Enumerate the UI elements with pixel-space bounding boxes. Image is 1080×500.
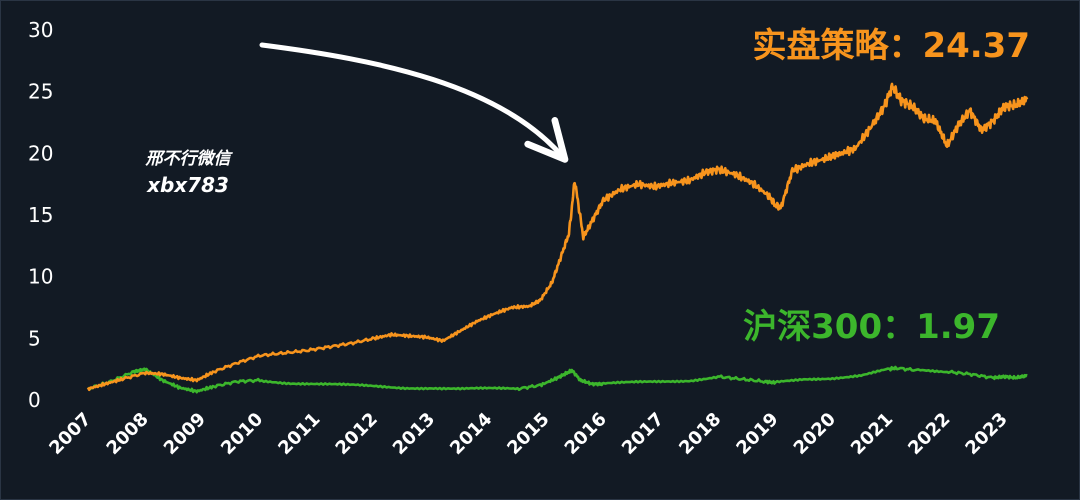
x-tick-label: 2022 (904, 409, 954, 459)
x-tick-label: 2019 (732, 409, 782, 459)
x-tick-label: 2017 (618, 409, 668, 459)
y-tick-label: 5 (28, 326, 41, 350)
x-tick-label: 2021 (847, 409, 897, 459)
x-tick-label: 2020 (790, 409, 840, 459)
y-tick-label: 15 (28, 203, 53, 227)
y-tick-label: 0 (28, 388, 41, 412)
plot-area (86, 82, 1029, 394)
x-tick-label: 2008 (103, 409, 153, 459)
x-tick-label: 2015 (503, 409, 553, 459)
annotation-arrow (259, 42, 569, 163)
benchmark-final-label: 沪深300：1.97 (743, 307, 1000, 347)
x-tick-label: 2016 (561, 409, 611, 459)
y-tick-label: 10 (28, 265, 53, 289)
strategy-final-label: 实盘策略：24.37 (752, 26, 1030, 66)
watermark-line1: 邢不行微信 (145, 149, 234, 169)
x-tick-label: 2007 (45, 409, 95, 459)
x-tick-label: 2013 (389, 409, 439, 459)
x-tick-label: 2012 (332, 409, 382, 459)
x-tick-label: 2018 (675, 409, 725, 459)
y-tick-label: 25 (28, 80, 53, 104)
y-tick-label: 30 (28, 18, 53, 42)
strategy-line (86, 82, 1029, 392)
y-axis: 0 5 10 15 20 25 30 (28, 18, 53, 412)
watermark-line2: xbx783 (146, 173, 229, 197)
x-tick-label: 2014 (446, 409, 496, 459)
x-tick-label: 2011 (274, 409, 324, 459)
x-tick-label: 2023 (961, 409, 1011, 459)
y-tick-label: 20 (28, 141, 53, 165)
benchmark-line (87, 365, 1028, 394)
x-tick-label: 2009 (160, 409, 210, 459)
x-tick-label: 2010 (217, 409, 267, 459)
x-axis: 2007 2008 2009 2010 2011 2012 2013 2014 2015 2016… (45, 409, 1012, 459)
